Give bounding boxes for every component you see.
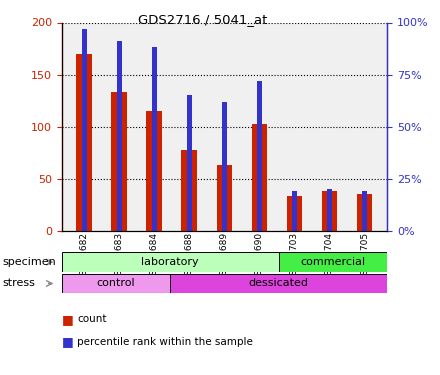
Bar bbox=[187, 95, 192, 231]
Bar bbox=[357, 194, 372, 231]
Bar bbox=[62, 274, 170, 293]
Bar bbox=[111, 92, 127, 231]
Bar bbox=[82, 29, 87, 231]
Bar bbox=[279, 252, 387, 272]
Text: laboratory: laboratory bbox=[141, 257, 199, 267]
Bar bbox=[147, 111, 162, 231]
Bar bbox=[181, 150, 197, 231]
Text: specimen: specimen bbox=[2, 257, 56, 267]
Bar bbox=[117, 41, 122, 231]
Bar bbox=[322, 191, 337, 231]
Bar bbox=[222, 102, 227, 231]
Text: GDS2716 / 5041_at: GDS2716 / 5041_at bbox=[138, 13, 267, 26]
Text: stress: stress bbox=[2, 279, 35, 288]
Bar bbox=[327, 189, 332, 231]
Bar bbox=[292, 191, 297, 231]
Bar bbox=[77, 54, 92, 231]
Text: ■: ■ bbox=[62, 336, 73, 348]
Text: count: count bbox=[77, 315, 106, 324]
Text: commercial: commercial bbox=[301, 257, 366, 267]
Text: control: control bbox=[96, 279, 135, 288]
Text: percentile rank within the sample: percentile rank within the sample bbox=[77, 337, 253, 347]
Bar bbox=[152, 48, 157, 231]
Bar bbox=[362, 191, 367, 231]
Bar bbox=[216, 165, 232, 231]
Text: dessicated: dessicated bbox=[249, 279, 309, 288]
Bar bbox=[286, 196, 302, 231]
Bar bbox=[252, 124, 268, 231]
Bar bbox=[62, 252, 279, 272]
Text: ■: ■ bbox=[62, 313, 73, 326]
Bar bbox=[257, 81, 262, 231]
Bar bbox=[170, 274, 387, 293]
